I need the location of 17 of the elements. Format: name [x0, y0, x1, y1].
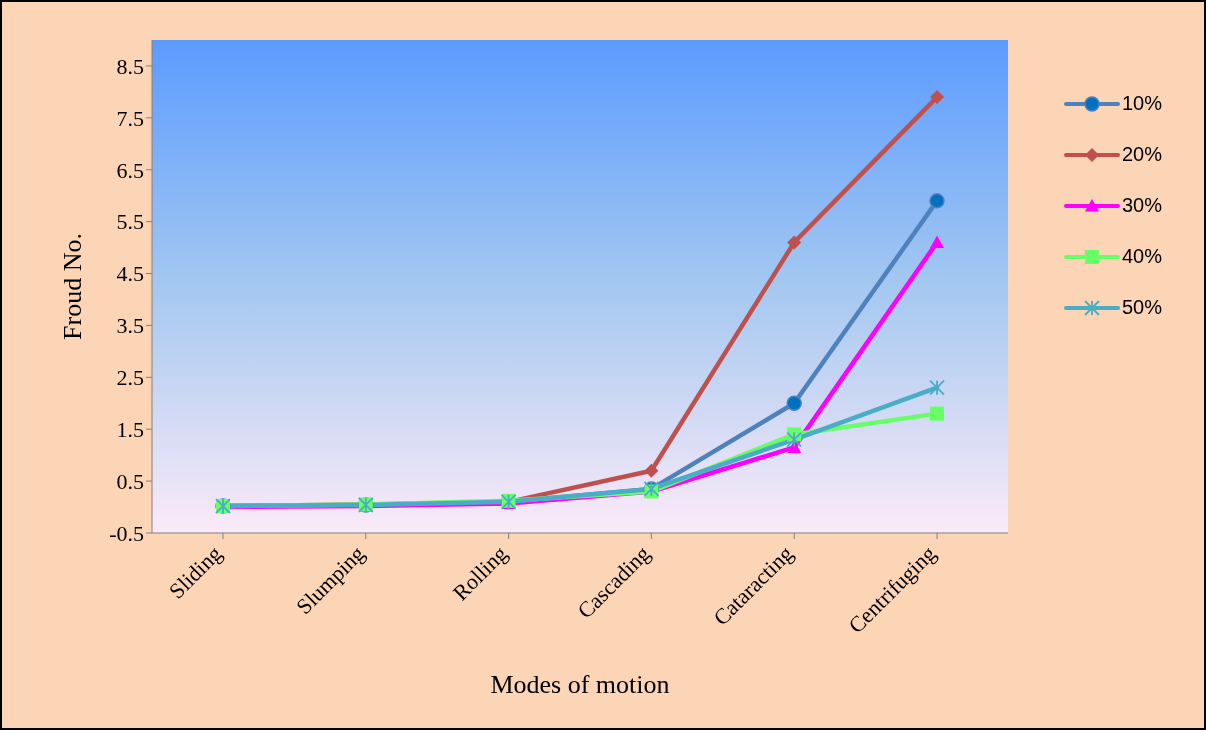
legend-label: 50%	[1122, 296, 1163, 319]
legend-label: 20%	[1122, 143, 1163, 166]
y-tick-label: 1.5	[116, 417, 144, 443]
legend-label: 30%	[1122, 194, 1163, 217]
y-tick-label: 5.5	[116, 209, 144, 235]
y-tick-label: 0.5	[116, 468, 144, 494]
y-tick-label: 3.5	[116, 313, 144, 339]
y-tick-label: -0.5	[109, 520, 144, 546]
y-tick-label: 6.5	[116, 157, 144, 183]
y-tick-label: 4.5	[116, 261, 144, 287]
y-tick-label: 8.5	[116, 53, 144, 79]
y-axis-title: Froud No.	[58, 233, 88, 340]
legend-label: 40%	[1122, 245, 1163, 268]
legend-label: 10%	[1122, 92, 1163, 115]
y-tick-label: 7.5	[116, 105, 144, 131]
x-axis-title: Modes of motion	[490, 670, 670, 699]
y-tick-label: 2.5	[116, 365, 144, 391]
